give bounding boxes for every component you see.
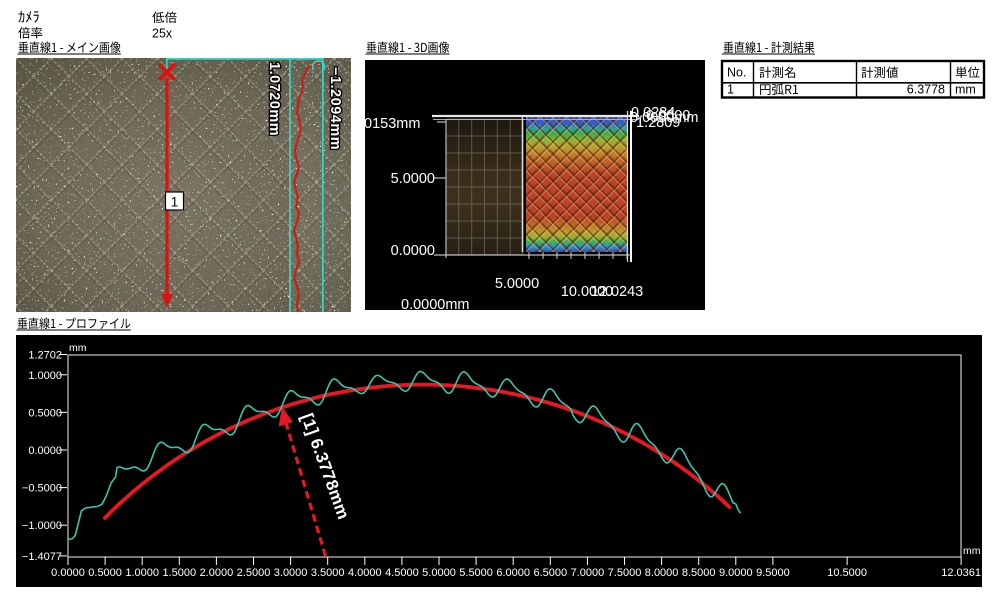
svg-text:2.0000: 2.0000	[200, 567, 234, 579]
svg-text:2.5000: 2.5000	[237, 567, 271, 579]
svg-text:5.0000: 5.0000	[391, 171, 435, 187]
svg-text:4.0000: 4.0000	[348, 567, 382, 579]
svg-text:8.5000: 8.5000	[682, 567, 716, 579]
svg-text:7.5000: 7.5000	[608, 567, 642, 579]
svg-text:0153mm: 0153mm	[364, 116, 420, 132]
svg-text:0.0000: 0.0000	[391, 243, 435, 259]
svg-text:0.5000: 0.5000	[28, 407, 62, 419]
svg-text:5.0000: 5.0000	[422, 567, 456, 579]
svg-text:0.0000: 0.0000	[51, 567, 85, 579]
svg-text:−1.2094mm: −1.2094mm	[327, 67, 343, 150]
svg-text:6.0000: 6.0000	[496, 567, 530, 579]
svg-text:−0.5000: −0.5000	[22, 483, 62, 495]
svg-text:1.0720mm: 1.0720mm	[266, 62, 282, 136]
svg-text:12.0243: 12.0243	[591, 284, 643, 300]
svg-text:12.0361: 12.0361	[941, 567, 981, 579]
svg-text:−1.0000: −1.0000	[22, 520, 62, 532]
svg-text:mm: mm	[955, 83, 976, 97]
svg-text:3.0000: 3.0000	[274, 567, 308, 579]
svg-text:10.0000: 10.0000	[561, 284, 613, 300]
svg-text:0.5000: 0.5000	[88, 567, 122, 579]
svg-text:1.0000: 1.0000	[28, 370, 62, 382]
svg-text:1.2809: 1.2809	[636, 115, 680, 131]
svg-text:3.5000: 3.5000	[311, 567, 345, 579]
svg-text:5.5000: 5.5000	[459, 567, 493, 579]
svg-text:−1.4077: −1.4077	[22, 551, 62, 563]
svg-text:10.5000: 10.5000	[827, 567, 867, 579]
svg-text:mm: mm	[69, 342, 87, 354]
svg-text:mm: mm	[963, 545, 981, 557]
svg-text:1.5000: 1.5000	[162, 567, 196, 579]
svg-text:1: 1	[727, 83, 734, 97]
svg-text:1: 1	[171, 195, 179, 210]
svg-text:No.: No.	[727, 66, 746, 80]
svg-text:9.5000: 9.5000	[756, 567, 790, 579]
svg-text:9.0000: 9.0000	[719, 567, 753, 579]
svg-text:1.2702: 1.2702	[28, 350, 62, 362]
svg-text:0.0284: 0.0284	[631, 105, 675, 121]
svg-text:0.0000: 0.0000	[28, 445, 62, 457]
svg-text:0.0000: 0.0000	[646, 108, 690, 124]
svg-text:6.5000: 6.5000	[533, 567, 567, 579]
svg-text:8.0000: 8.0000	[645, 567, 679, 579]
svg-text:7.0000: 7.0000	[571, 567, 605, 579]
svg-text:0.0000mm: 0.0000mm	[401, 297, 470, 313]
svg-text:6.3778: 6.3778	[907, 83, 945, 97]
svg-text:5.0000: 5.0000	[495, 276, 539, 292]
svg-text:1.0000: 1.0000	[125, 567, 159, 579]
svg-text:0.0000mm: 0.0000mm	[630, 110, 699, 126]
svg-text:4.5000: 4.5000	[385, 567, 419, 579]
svg-text:25x: 25x	[152, 27, 173, 41]
